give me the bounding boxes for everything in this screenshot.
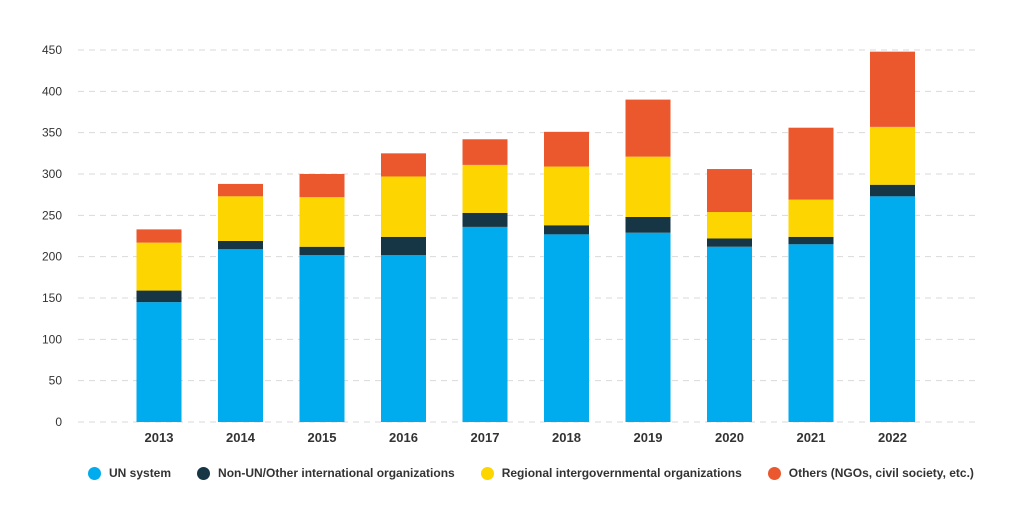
bar-segment: [218, 183, 263, 197]
bar-segment: [707, 212, 752, 239]
bar-segment: [462, 212, 508, 227]
bar-segment: [707, 246, 752, 422]
legend-swatch: [88, 466, 101, 480]
legend-item: Non-UN/Other international organizations: [197, 466, 455, 480]
bar-segment: [381, 255, 426, 422]
bar-segment: [870, 126, 915, 185]
bar-segment: [381, 153, 426, 177]
x-tick-label: 2014: [226, 430, 256, 445]
x-tick-label: 2020: [715, 430, 744, 445]
bar-segment: [218, 196, 263, 241]
x-axis-ticks: 2013 2014 2015 2016 2017 2018 2019 2020 2021 2022: [145, 430, 907, 445]
bar-segment: [462, 139, 508, 165]
y-tick-label: 350: [42, 126, 62, 140]
bar-segment: [218, 249, 263, 422]
y-tick-label: 200: [42, 250, 62, 264]
bar-segment: [299, 255, 345, 422]
bars: [136, 51, 915, 422]
bar-segment: [299, 246, 345, 256]
bar-segment: [870, 51, 915, 127]
legend-label: Others (NGOs, civil society, etc.): [788, 466, 974, 480]
bar-segment: [299, 174, 345, 198]
bar-segment: [544, 166, 589, 226]
bar-segment: [707, 169, 752, 213]
bar-segment: [218, 240, 263, 250]
legend-swatch: [197, 466, 211, 480]
bar-segment: [625, 232, 671, 422]
bar-segment: [381, 176, 426, 237]
legend-item: Others (NGOs, civil society, etc.): [767, 466, 974, 480]
bar-segment: [625, 99, 671, 157]
x-tick-label: 2015: [308, 430, 337, 445]
bar-segment: [299, 197, 345, 247]
x-tick-label: 2019: [634, 430, 663, 445]
legend-label: Non-UN/Other international organizations: [218, 466, 455, 480]
x-tick-label: 2018: [552, 430, 581, 445]
stacked-bar-chart: 0 50 100 150 200 250 300 350 400 450 2013 2014 2015…: [42, 43, 978, 445]
bar-segment: [136, 290, 182, 303]
x-tick-label: 2016: [389, 430, 418, 445]
y-tick-label: 450: [42, 43, 62, 57]
bar-segment: [870, 184, 915, 197]
legend-label: UN system: [109, 466, 172, 480]
y-tick-label: 0: [55, 415, 62, 429]
bar-segment: [788, 127, 834, 200]
bar-segment: [136, 242, 182, 291]
bar-segment: [625, 216, 671, 233]
y-tick-label: 50: [49, 374, 63, 388]
legend-swatch: [767, 466, 781, 480]
bar-segment: [870, 196, 915, 422]
y-tick-label: 150: [42, 291, 62, 305]
gridlines: [78, 49, 978, 423]
legend: UN system Non-UN/Other international orga…: [88, 466, 1000, 480]
bar-segment: [462, 164, 508, 213]
bar-segment: [544, 225, 589, 235]
legend-label: Regional intergovernmental organizations: [501, 466, 742, 480]
bar-segment: [136, 302, 182, 422]
bar-segment: [625, 156, 671, 217]
y-tick-label: 100: [42, 332, 62, 346]
legend-swatch: [480, 466, 494, 480]
x-tick-label: 2017: [471, 430, 500, 445]
y-tick-label: 400: [42, 84, 62, 98]
x-tick-label: 2021: [797, 430, 826, 445]
y-tick-label: 250: [42, 208, 62, 222]
bar-segment: [462, 226, 508, 422]
y-axis-ticks: 0 50 100 150 200 250 300 350 400 450: [42, 43, 62, 429]
x-tick-label: 2013: [145, 430, 174, 445]
bar-segment: [136, 229, 182, 243]
bar-segment: [381, 236, 426, 256]
bar-segment: [544, 131, 589, 167]
bar-segment: [788, 236, 834, 245]
legend-item: Regional intergovernmental organizations: [480, 466, 742, 480]
x-tick-label: 2022: [878, 430, 907, 445]
bar-segment: [544, 234, 589, 422]
y-tick-label: 300: [42, 167, 62, 181]
bar-segment: [788, 199, 834, 237]
bar-segment: [788, 244, 834, 422]
legend-item: UN system: [88, 466, 171, 480]
bar-segment: [707, 238, 752, 247]
